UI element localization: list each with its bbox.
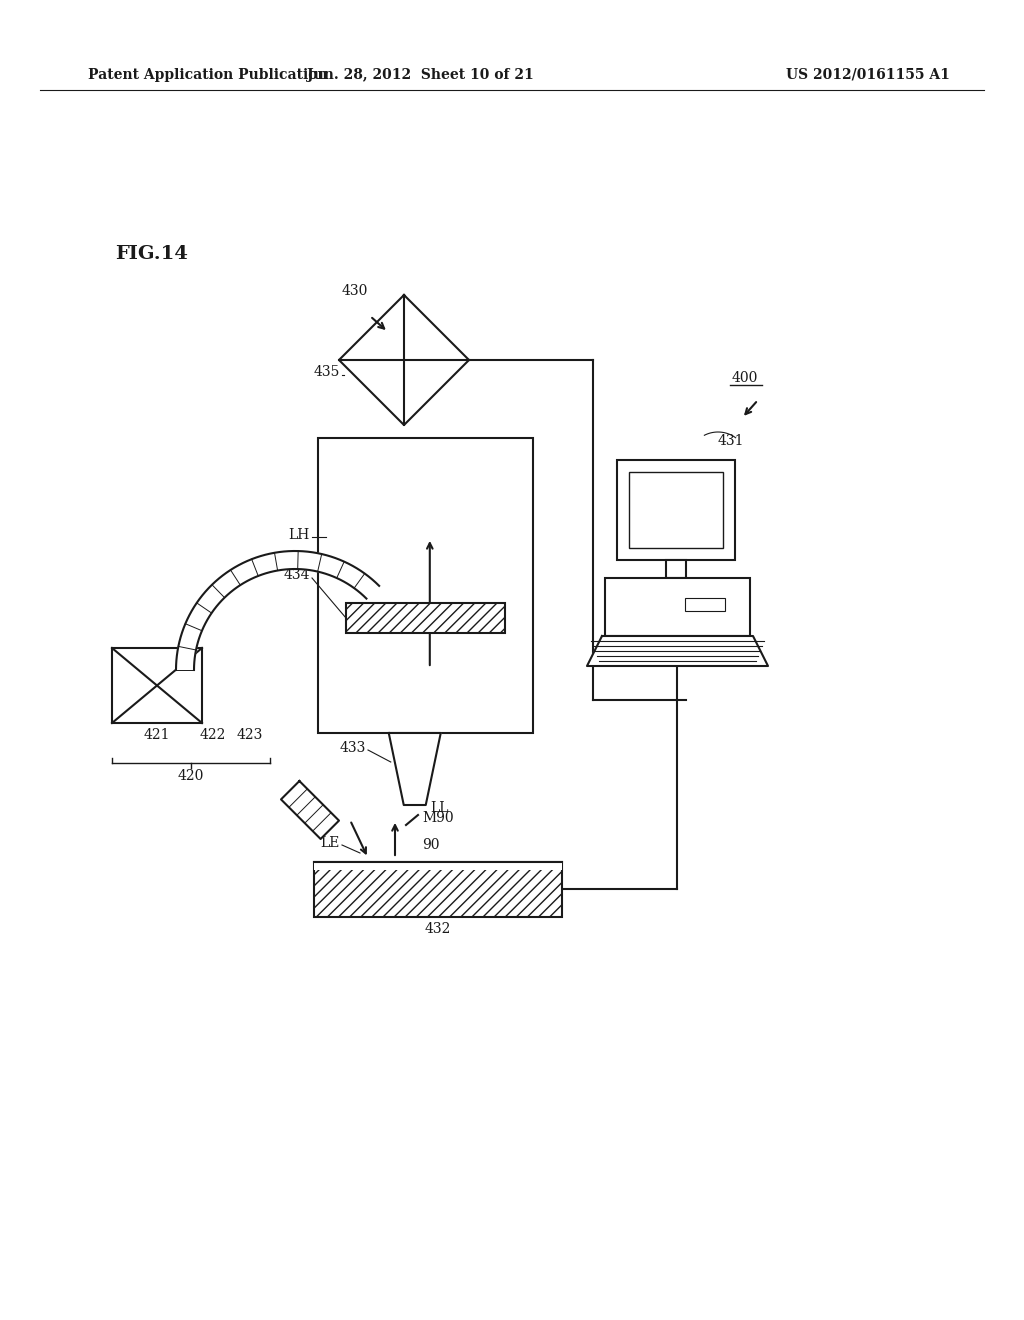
Text: 435: 435 — [313, 366, 340, 379]
Text: LE: LE — [321, 836, 340, 850]
Polygon shape — [176, 550, 379, 671]
Text: 433: 433 — [340, 741, 366, 755]
Text: 423: 423 — [237, 729, 263, 742]
Bar — [666, 560, 686, 578]
Text: US 2012/0161155 A1: US 2012/0161155 A1 — [786, 69, 950, 82]
Text: LH: LH — [289, 528, 310, 543]
Text: 430: 430 — [342, 284, 369, 298]
Text: 434: 434 — [284, 568, 310, 582]
Bar — [318, 438, 534, 733]
Text: Patent Application Publication: Patent Application Publication — [88, 69, 328, 82]
Text: FIG.14: FIG.14 — [115, 246, 187, 263]
Text: 422: 422 — [200, 729, 226, 742]
Polygon shape — [339, 294, 469, 425]
Bar — [617, 459, 735, 560]
Bar — [346, 603, 505, 634]
Bar — [685, 598, 725, 611]
Text: 432: 432 — [425, 921, 452, 936]
Bar — [112, 648, 202, 723]
Text: 431: 431 — [718, 434, 744, 447]
Text: M90: M90 — [422, 810, 454, 825]
Bar — [629, 473, 723, 548]
Polygon shape — [281, 781, 339, 840]
Text: LL: LL — [431, 801, 450, 814]
Bar — [314, 862, 562, 870]
Text: Jun. 28, 2012  Sheet 10 of 21: Jun. 28, 2012 Sheet 10 of 21 — [306, 69, 534, 82]
Text: 400: 400 — [732, 371, 758, 385]
Polygon shape — [587, 636, 768, 667]
Bar — [314, 862, 562, 917]
Bar — [605, 578, 750, 636]
Text: 420: 420 — [178, 770, 204, 783]
Polygon shape — [389, 733, 440, 805]
Text: 90: 90 — [422, 838, 439, 851]
Text: 421: 421 — [143, 729, 170, 742]
